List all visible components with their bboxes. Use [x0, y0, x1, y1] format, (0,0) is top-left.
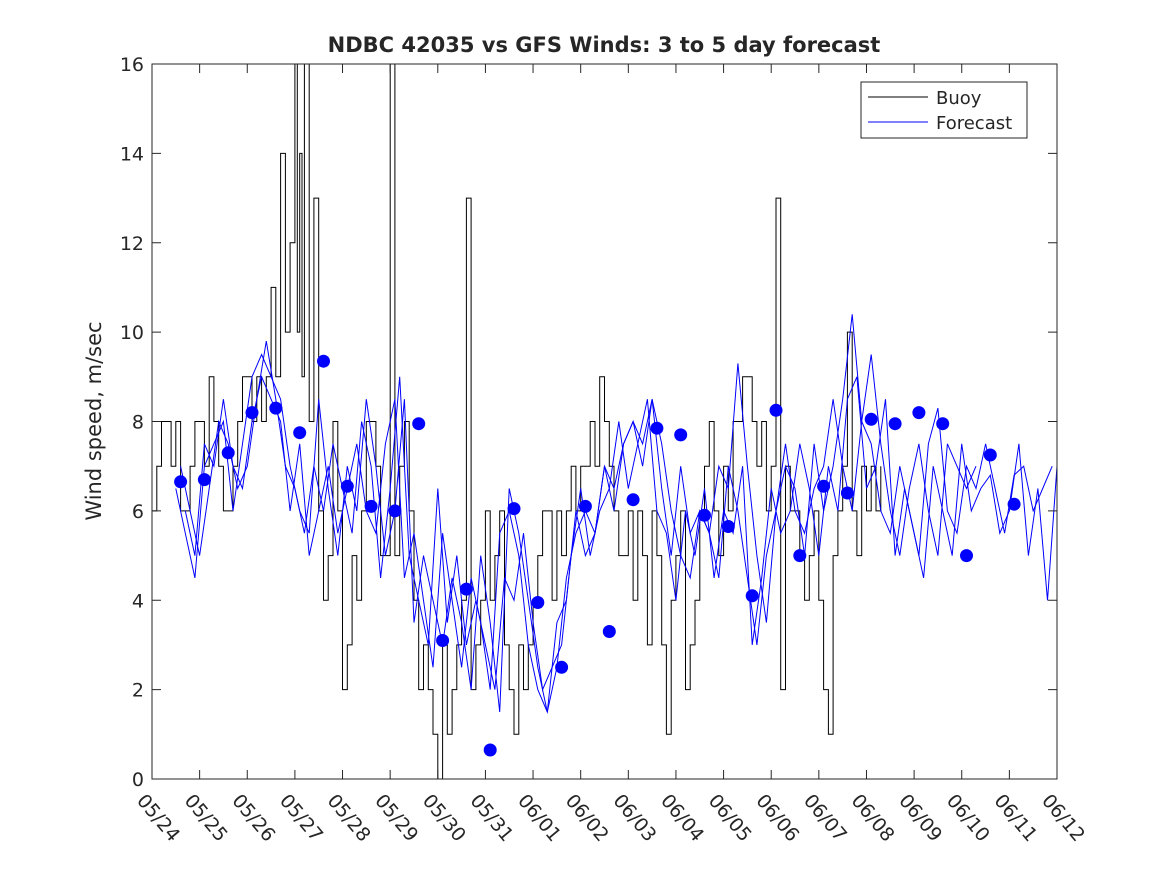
forecast-point: [960, 549, 973, 563]
forecast-point: [864, 412, 878, 426]
forecast-point: [388, 504, 402, 518]
forecast-point: [293, 426, 307, 440]
legend-label-forecast: Forecast: [936, 113, 1012, 134]
x-tick-label: 06/01: [513, 790, 565, 846]
x-tick-label: 06/07: [799, 790, 851, 846]
series-line-forecast-1: [175, 353, 977, 713]
forecast-point: [174, 475, 188, 489]
x-tick-label: 06/11: [990, 790, 1042, 846]
forecast-point: [888, 417, 902, 431]
forecast-point: [340, 479, 354, 493]
forecast-point: [269, 401, 283, 415]
forecast-point: [412, 417, 426, 431]
forecast-point: [459, 582, 473, 596]
x-tick-label: 05/28: [323, 790, 375, 846]
axes: 024681012141605/2405/2505/2605/2705/2805…: [120, 54, 1089, 846]
forecast-point: [483, 743, 497, 757]
forecast-point: [221, 446, 235, 460]
x-tick-label: 05/26: [227, 790, 279, 846]
y-tick-label: 12: [120, 233, 144, 255]
y-tick-label: 14: [120, 143, 144, 165]
forecast-point: [936, 417, 950, 431]
x-tick-label: 05/24: [132, 790, 184, 846]
forecast-point: [840, 486, 854, 500]
forecast-point: [364, 499, 378, 513]
forecast-point: [650, 421, 664, 435]
y-tick-label: 10: [120, 322, 144, 344]
y-tick-label: 16: [120, 54, 144, 76]
forecast-point: [245, 406, 259, 420]
forecast-point: [197, 473, 211, 487]
forecast-point: [602, 625, 616, 638]
forecast-point: [531, 596, 545, 609]
x-tick-label: 06/04: [656, 790, 708, 846]
y-tick-label: 8: [132, 412, 144, 434]
legend: Buoy Forecast: [860, 81, 1028, 139]
x-tick-label: 05/30: [418, 790, 470, 846]
x-tick-label: 05/29: [370, 790, 422, 846]
series-line-forecast-3: [184, 314, 1053, 714]
forecast-point: [793, 549, 807, 563]
y-tick-label: 2: [132, 680, 144, 702]
forecast-point: [674, 428, 688, 442]
x-tick-label: 06/08: [847, 790, 899, 846]
forecast-point: [769, 403, 783, 417]
x-tick-label: 06/12: [1037, 790, 1089, 846]
legend-label-buoy: Buoy: [936, 88, 982, 109]
forecast-point: [745, 589, 759, 603]
forecast-point: [507, 502, 521, 516]
forecast-point: [1007, 497, 1021, 511]
plot-series-group: [152, 64, 1057, 779]
x-tick-label: 06/09: [894, 790, 946, 846]
x-tick-label: 06/10: [942, 790, 994, 846]
x-tick-label: 06/02: [561, 790, 613, 846]
y-axis-label: Wind speed, m/sec: [82, 321, 106, 520]
forecast-point: [698, 508, 711, 522]
y-tick-label: 0: [132, 769, 144, 791]
plot-area: [152, 64, 1057, 779]
forecast-point: [817, 479, 831, 493]
forecast-point: [317, 354, 330, 368]
x-tick-label: 06/05: [704, 790, 756, 846]
x-tick-label: 06/06: [751, 790, 803, 846]
x-tick-label: 05/25: [180, 790, 232, 846]
forecast-point: [436, 634, 450, 647]
legend-box: [860, 81, 1028, 139]
y-tick-label: 4: [132, 590, 144, 612]
series-line-buoy: [152, 64, 882, 779]
forecast-point: [626, 493, 640, 507]
chart-title: NDBC 42035 vs GFS Winds: 3 to 5 day fore…: [328, 33, 881, 57]
x-tick-label: 05/27: [275, 790, 327, 846]
x-tick-label: 06/03: [608, 790, 660, 846]
y-tick-label: 6: [132, 501, 144, 523]
forecast-point: [983, 448, 997, 462]
x-tick-label: 05/31: [466, 790, 518, 846]
forecast-point: [912, 406, 926, 420]
forecast-point: [578, 499, 592, 513]
forecast-point: [555, 660, 569, 674]
forecast-point: [721, 520, 735, 533]
